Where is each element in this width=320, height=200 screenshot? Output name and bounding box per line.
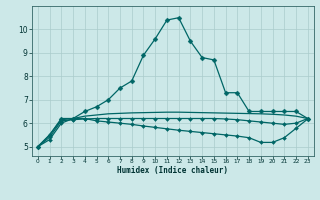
X-axis label: Humidex (Indice chaleur): Humidex (Indice chaleur) (117, 166, 228, 175)
